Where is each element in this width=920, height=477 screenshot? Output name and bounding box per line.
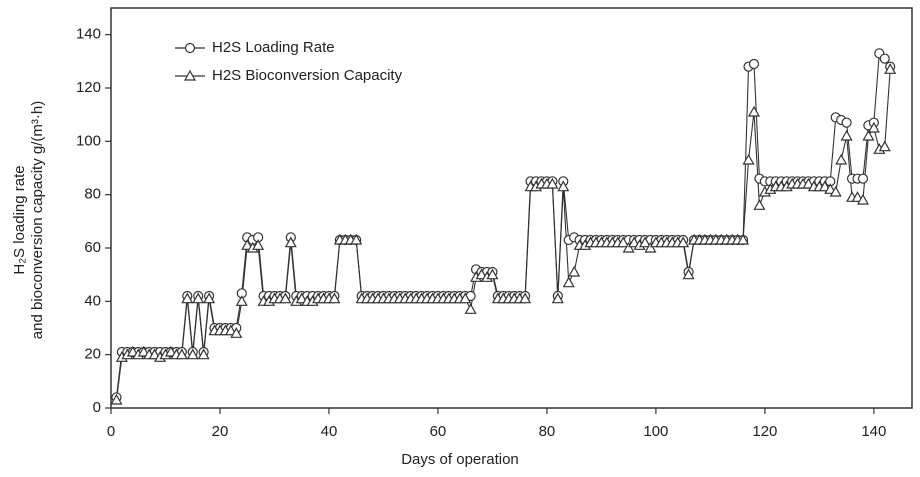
data-point [551,292,564,304]
data-point [682,268,695,280]
x-tick-label: 120 [752,423,777,440]
legend-marker [184,42,196,54]
x-tick-label: 80 [539,423,556,440]
data-point [835,153,848,165]
data-point [638,236,652,248]
data-point [486,268,499,280]
data-point [829,185,842,197]
data-point [459,292,472,304]
data-point [464,303,477,314]
data-point [742,153,755,165]
legend-label: H2S Bioconversion Capacity [212,67,403,84]
data-point [279,292,292,304]
legend-marker [183,69,197,81]
data-point [622,241,635,253]
data-point [878,140,891,152]
data-point [856,193,869,205]
data-point [562,276,575,288]
data-point [235,295,248,306]
data-point [230,327,243,338]
y-tick-label: 60 [84,239,101,256]
x-tick-label: 40 [321,423,338,440]
data-point [841,117,852,128]
y-tick-label: 0 [93,399,101,416]
data-point [110,393,123,405]
data-point [677,236,690,248]
x-tick-label: 0 [107,423,115,440]
y-tick-label: 80 [84,186,101,203]
x-tick-label: 20 [212,423,229,440]
data-point [519,292,532,304]
data-point [197,348,210,360]
x-tick-label: 60 [430,423,447,440]
y-tick-label: 40 [84,292,101,309]
data-point [644,241,657,253]
data-point [748,58,760,70]
plot-frame [110,7,913,409]
data-point [568,265,581,277]
data-point [252,239,265,250]
y-tick-label: 140 [76,26,101,43]
data-point [884,63,897,74]
data-point [747,105,760,117]
data-point [192,292,205,304]
data-point [203,292,216,304]
y-tick-label: 100 [76,132,101,149]
data-point [350,233,363,245]
data-point [867,121,880,133]
data-point [186,348,199,360]
data-point [175,348,188,360]
legend-label: H2S Loading Rate [212,39,335,56]
data-point [753,199,766,210]
x-axis-label: Days of operation [401,451,519,468]
data-point [617,236,630,248]
series-line [115,52,891,398]
y-tick-label: 120 [76,79,101,96]
data-point [737,233,750,245]
data-point [862,129,875,141]
data-point [546,177,559,189]
data-point [284,236,297,248]
y-axis-label: H₂S loading rate [11,165,28,274]
y-tick-label: 20 [84,346,101,363]
x-tick-label: 140 [861,423,886,440]
data-point [328,292,341,304]
data-point [557,180,570,192]
x-tick-label: 100 [643,423,668,440]
series-line [115,69,891,401]
data-point [181,292,194,304]
y-axis-label: and bioconversion capacity g/(m³·h) [29,101,46,339]
data-point [840,129,853,141]
data-point [857,173,869,184]
data-point [879,53,890,64]
